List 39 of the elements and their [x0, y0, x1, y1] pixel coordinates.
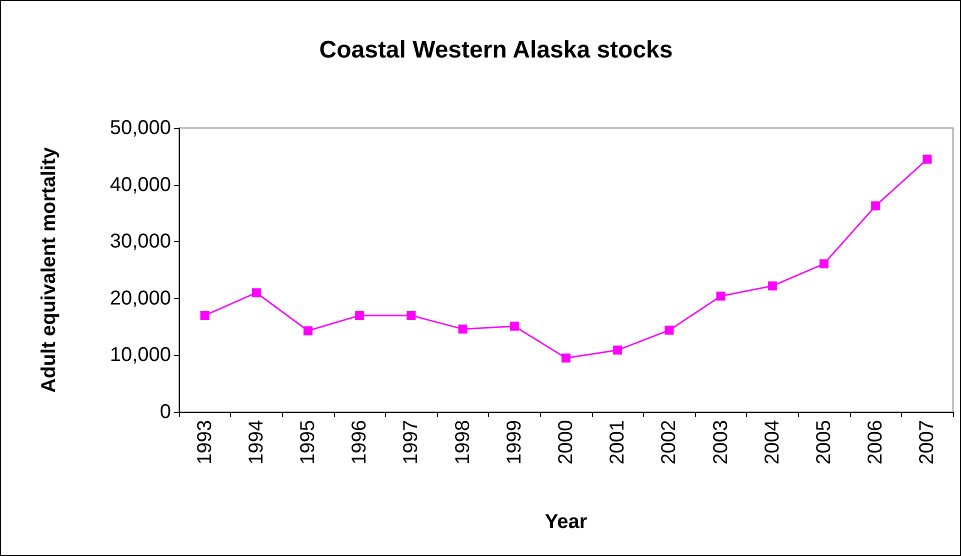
x-tick-label: 1997 [400, 420, 422, 464]
x-tick-label: 2001 [606, 420, 629, 464]
y-tick-label: 10,000 [110, 344, 171, 366]
x-tick-label: 2004 [761, 420, 784, 464]
point [304, 326, 312, 336]
point [613, 346, 622, 355]
point [820, 259, 828, 268]
point [871, 201, 880, 210]
point [716, 292, 726, 301]
point [768, 281, 777, 290]
x-tick-label: 2007 [916, 420, 938, 464]
point [355, 310, 364, 320]
x-tick-label: 1995 [297, 420, 319, 464]
y-axis-title: Adult equivalent mortality [38, 146, 60, 393]
x-tick-label: 2005 [813, 420, 835, 464]
x-tick-label: 2003 [710, 420, 732, 464]
x-tick-label: 1994 [245, 420, 268, 464]
x-tick-label: 2002 [658, 420, 680, 464]
x-tick-label: 1999 [503, 420, 526, 464]
point [200, 310, 210, 320]
y-tick-label: 20,000 [110, 287, 171, 310]
y-tick-label: 0 [160, 401, 171, 423]
point [510, 322, 519, 331]
x-tick-label: 1998 [452, 420, 474, 464]
x-tick-label: 1996 [348, 420, 371, 464]
point [252, 288, 261, 298]
x-tick-label: 1993 [194, 420, 216, 464]
point [406, 310, 416, 320]
point [458, 324, 468, 334]
point [664, 326, 674, 335]
chart-title: Coastal Western Alaska stocks [319, 36, 673, 64]
x-tick-label: 2000 [555, 420, 577, 464]
y-tick-label: 50,000 [110, 117, 171, 139]
point [922, 154, 932, 164]
x-axis-title: Year [544, 511, 588, 533]
x-tick-label: 2006 [864, 420, 887, 464]
y-tick-label: 30,000 [110, 230, 171, 253]
point [562, 354, 570, 363]
y-tick-label: 40,000 [110, 174, 171, 196]
